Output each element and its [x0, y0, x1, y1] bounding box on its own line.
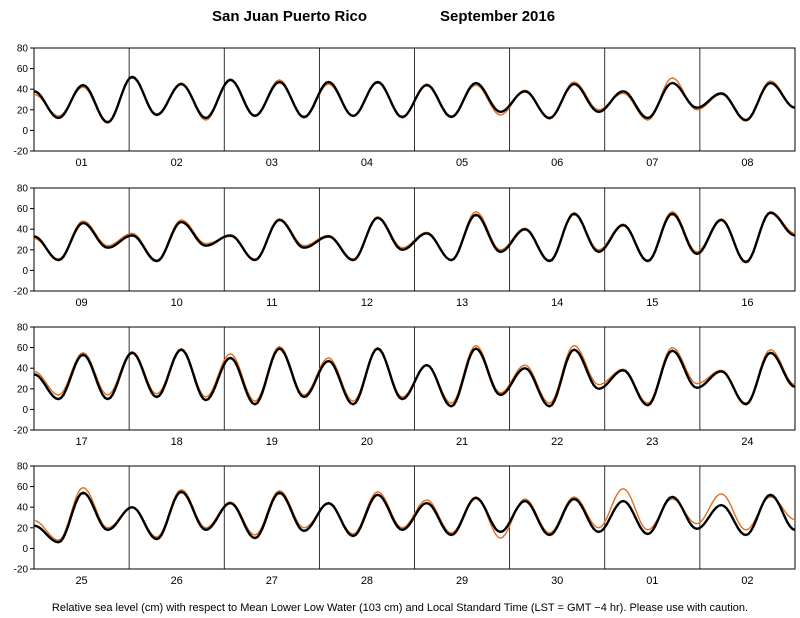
y-tick-label: 40: [17, 225, 29, 236]
day-label: 20: [361, 436, 373, 448]
day-label: 01: [646, 575, 658, 587]
day-label: 22: [551, 436, 563, 448]
y-tick-label: 20: [17, 245, 29, 256]
day-label: 24: [741, 436, 753, 448]
y-tick-label: 80: [17, 184, 29, 195]
day-label: 07: [646, 157, 658, 169]
panel-2: -20 0 20 40 60 80 09 10 11 12 13 14 15 16: [14, 184, 796, 309]
day-label: 14: [551, 297, 563, 309]
day-label: 13: [456, 297, 468, 309]
y-tick-label: 40: [17, 85, 29, 96]
day-label: 17: [75, 436, 87, 448]
y-tick-label: 80: [17, 462, 29, 473]
y-tick-label: 40: [17, 364, 29, 375]
y-tick-label: 60: [17, 64, 29, 75]
day-label: 11: [266, 297, 277, 309]
y-tick-label: 20: [17, 523, 29, 534]
y-tick-label: -20: [14, 147, 29, 158]
day-label: 23: [646, 436, 658, 448]
y-tick-label: 40: [17, 503, 29, 514]
day-label: 03: [266, 157, 278, 169]
day-label: 27: [266, 575, 278, 587]
day-label: 19: [266, 436, 278, 448]
y-tick-label: 20: [17, 105, 29, 116]
y-tick-label: -20: [14, 565, 29, 576]
y-tick-label: 60: [17, 343, 29, 354]
panel-4: -20 0 20 40 60 80 25 26 27 28 29 30 01 02: [14, 462, 796, 587]
day-label: 06: [551, 157, 563, 169]
y-tick-label: 60: [17, 482, 29, 493]
y-tick-label: 0: [22, 544, 28, 555]
day-label: 02: [741, 575, 753, 587]
day-label: 29: [456, 575, 468, 587]
day-label: 25: [75, 575, 87, 587]
day-label: 04: [361, 157, 373, 169]
day-label: 30: [551, 575, 563, 587]
day-label: 26: [171, 575, 183, 587]
day-label: 08: [741, 157, 753, 169]
y-tick-label: 20: [17, 384, 29, 395]
y-tick-label: 0: [22, 405, 28, 416]
day-label: 05: [456, 157, 468, 169]
day-label: 01: [75, 157, 87, 169]
y-tick-label: 0: [22, 266, 28, 277]
day-label: 18: [171, 436, 183, 448]
y-tick-label: -20: [14, 426, 29, 437]
y-tick-label: -20: [14, 287, 29, 298]
observed-line: [33, 211, 796, 264]
panel-1: -20 0 20 40 60 80 01 02 03 04 05 06 07 08: [14, 44, 796, 169]
observed-line: [33, 347, 796, 408]
day-label: 28: [361, 575, 373, 587]
panel-3: -20 0 20 40 60 80 17 18 19 20 21 22 23 24: [14, 323, 796, 448]
y-tick-label: 80: [17, 44, 29, 55]
observed-line: [33, 490, 796, 544]
day-label: 09: [75, 297, 87, 309]
day-label: 15: [646, 297, 658, 309]
y-tick-label: 80: [17, 323, 29, 334]
day-label: 16: [741, 297, 753, 309]
chart-footnote: Relative sea level (cm) with respect to …: [52, 602, 748, 614]
chart-title-station: San Juan Puerto Rico: [212, 8, 367, 25]
y-tick-label: 60: [17, 204, 29, 215]
chart-title-month: September 2016: [440, 8, 555, 25]
day-label: 12: [361, 297, 373, 309]
day-label: 02: [171, 157, 183, 169]
day-label: 21: [456, 436, 468, 448]
day-label: 10: [171, 297, 183, 309]
observed-line: [33, 75, 796, 124]
y-tick-label: 0: [22, 126, 28, 137]
